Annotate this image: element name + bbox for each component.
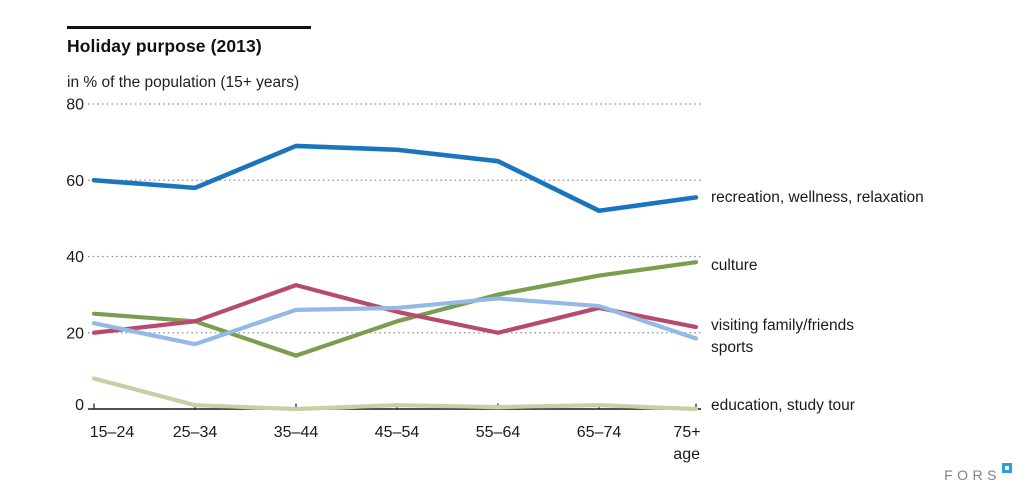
- fors-logo-text: FORS: [944, 467, 1001, 483]
- x-axis-tick-label: 65–74: [577, 424, 622, 441]
- x-axis-tick-label: 45–54: [375, 424, 420, 441]
- y-axis-tick-label: 0: [75, 397, 84, 414]
- series-line-sports: [91, 296, 699, 347]
- series-label: education, study tour: [711, 397, 855, 414]
- y-axis-tick-label: 40: [66, 249, 84, 266]
- fors-logo-mark-icon: [1002, 463, 1012, 473]
- series-label: sports: [711, 339, 753, 356]
- fors-logo: FORS: [944, 463, 1012, 482]
- x-axis-tick-label: 25–34: [173, 424, 218, 441]
- x-axis-title: age: [673, 446, 700, 463]
- chart-title: Holiday purpose (2013): [67, 36, 262, 56]
- title-rule: [67, 26, 311, 29]
- chart-subtitle: in % of the population (15+ years): [67, 74, 300, 91]
- x-axis-tick-label: 75+: [673, 424, 700, 441]
- x-axis-tick-label: 55–64: [476, 424, 521, 441]
- y-axis-tick-label: 80: [66, 97, 84, 114]
- y-axis-tick-label: 20: [66, 325, 84, 342]
- series-label: recreation, wellness, relaxation: [711, 189, 924, 206]
- series-label: culture: [711, 257, 758, 274]
- series-line-recreation-wellness-relaxation: [91, 143, 699, 214]
- series-label: visiting family/friends: [711, 317, 854, 334]
- y-axis-tick-label: 60: [66, 173, 84, 190]
- series-line-education-study-tour: [91, 376, 699, 412]
- x-axis-tick-label: 15–24: [90, 424, 135, 441]
- x-axis-tick-label: 35–44: [274, 424, 319, 441]
